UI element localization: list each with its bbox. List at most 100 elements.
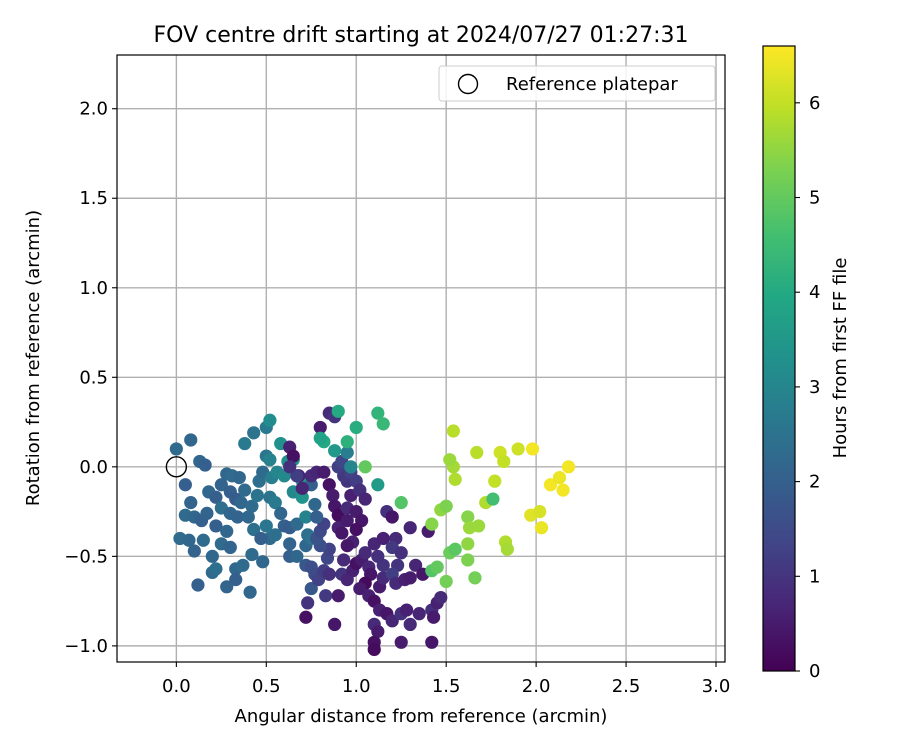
data-point [263,453,277,467]
data-point [371,406,385,420]
data-point [543,478,558,492]
data-point [461,553,475,567]
data-points [169,404,576,657]
x-tick-label: 2.0 [522,676,551,697]
data-point [209,490,223,504]
data-point [220,580,234,594]
x-tick-label: 0.0 [162,676,191,697]
data-point [367,642,381,657]
data-point [299,610,313,624]
data-point [256,555,270,569]
legend-label-reference-platepar: Reference platepar [506,74,678,95]
data-point [439,499,453,513]
data-point [533,504,547,519]
x-tick-label: 2.5 [612,676,641,697]
data-point [534,521,549,535]
data-point [349,420,363,435]
x-axis-title: Angular distance from reference (arcmin) [235,706,608,727]
data-point [358,460,372,474]
data-point [403,617,417,631]
data-point [236,558,250,572]
data-point [198,458,212,472]
data-point [425,635,439,649]
data-point [409,558,423,572]
data-point [250,488,264,503]
data-point [556,483,570,497]
x-tick-label: 3.0 [702,676,731,697]
data-point [268,496,282,510]
data-point [238,436,252,451]
x-tick-label: 0.5 [252,676,281,697]
data-point [313,431,327,445]
data-point [328,444,342,458]
y-axis-ticks: −1.0 −0.5 0.0 0.5 1.0 1.5 2.0 [64,99,117,657]
data-point [371,624,385,639]
legend: Reference platepar [438,65,716,102]
colorbar-tick-label: 6 [809,93,820,114]
data-point [184,433,198,447]
data-point [245,499,259,513]
data-point [290,549,304,563]
data-point [403,521,417,535]
data-point [376,531,390,546]
colorbar-title: Hours from first FF file [830,258,851,459]
data-point [290,517,304,531]
data-point [317,465,331,479]
reference-marker-layer [165,456,188,478]
data-point [430,560,444,574]
data-point [439,574,453,589]
data-point [191,578,205,592]
data-point [425,517,439,531]
data-point [394,496,408,510]
data-point [243,585,257,599]
data-point [254,531,268,546]
data-point [344,460,358,474]
data-point [340,435,354,449]
data-point [295,481,309,495]
data-point [471,519,486,533]
data-point [400,603,414,617]
reference-platepar-marker [165,456,188,478]
y-tick-label: 1.0 [79,278,108,299]
plot-frame [116,54,726,663]
data-point [290,469,304,483]
data-point [184,496,198,510]
data-point [448,472,462,486]
colorbar-ticks: 0 1 2 3 4 5 6 [795,93,820,682]
gridlines [117,55,725,662]
data-point [209,519,223,533]
data-point [349,522,363,537]
data-point [358,492,372,506]
data-point [220,524,234,538]
data-point [286,449,300,463]
data-point [443,453,457,467]
data-point [322,567,336,581]
data-point [310,510,324,524]
data-point [358,546,372,560]
legend-box [438,65,716,102]
data-point [230,510,245,524]
data-point [394,546,408,560]
data-point [340,513,354,528]
data-point [525,442,540,456]
data-point [412,607,426,621]
data-point [313,420,327,435]
data-point [328,617,342,631]
data-point [394,635,408,649]
data-point [385,510,399,524]
data-point [371,478,385,492]
data-point [326,488,340,503]
data-point [301,596,315,610]
data-point [486,492,500,506]
x-axis-ticks: 0.0 0.5 1.0 1.5 2.0 2.5 3.0 [162,662,730,697]
colorbar: 0 1 2 3 4 5 6 Hours from first FF file [762,45,851,682]
data-point [263,413,277,427]
x-tick-label: 1.0 [342,676,371,697]
data-point [205,549,219,563]
data-point [335,526,349,540]
data-point [223,540,237,555]
data-point [241,510,255,524]
colorbar-gradient [762,45,796,672]
